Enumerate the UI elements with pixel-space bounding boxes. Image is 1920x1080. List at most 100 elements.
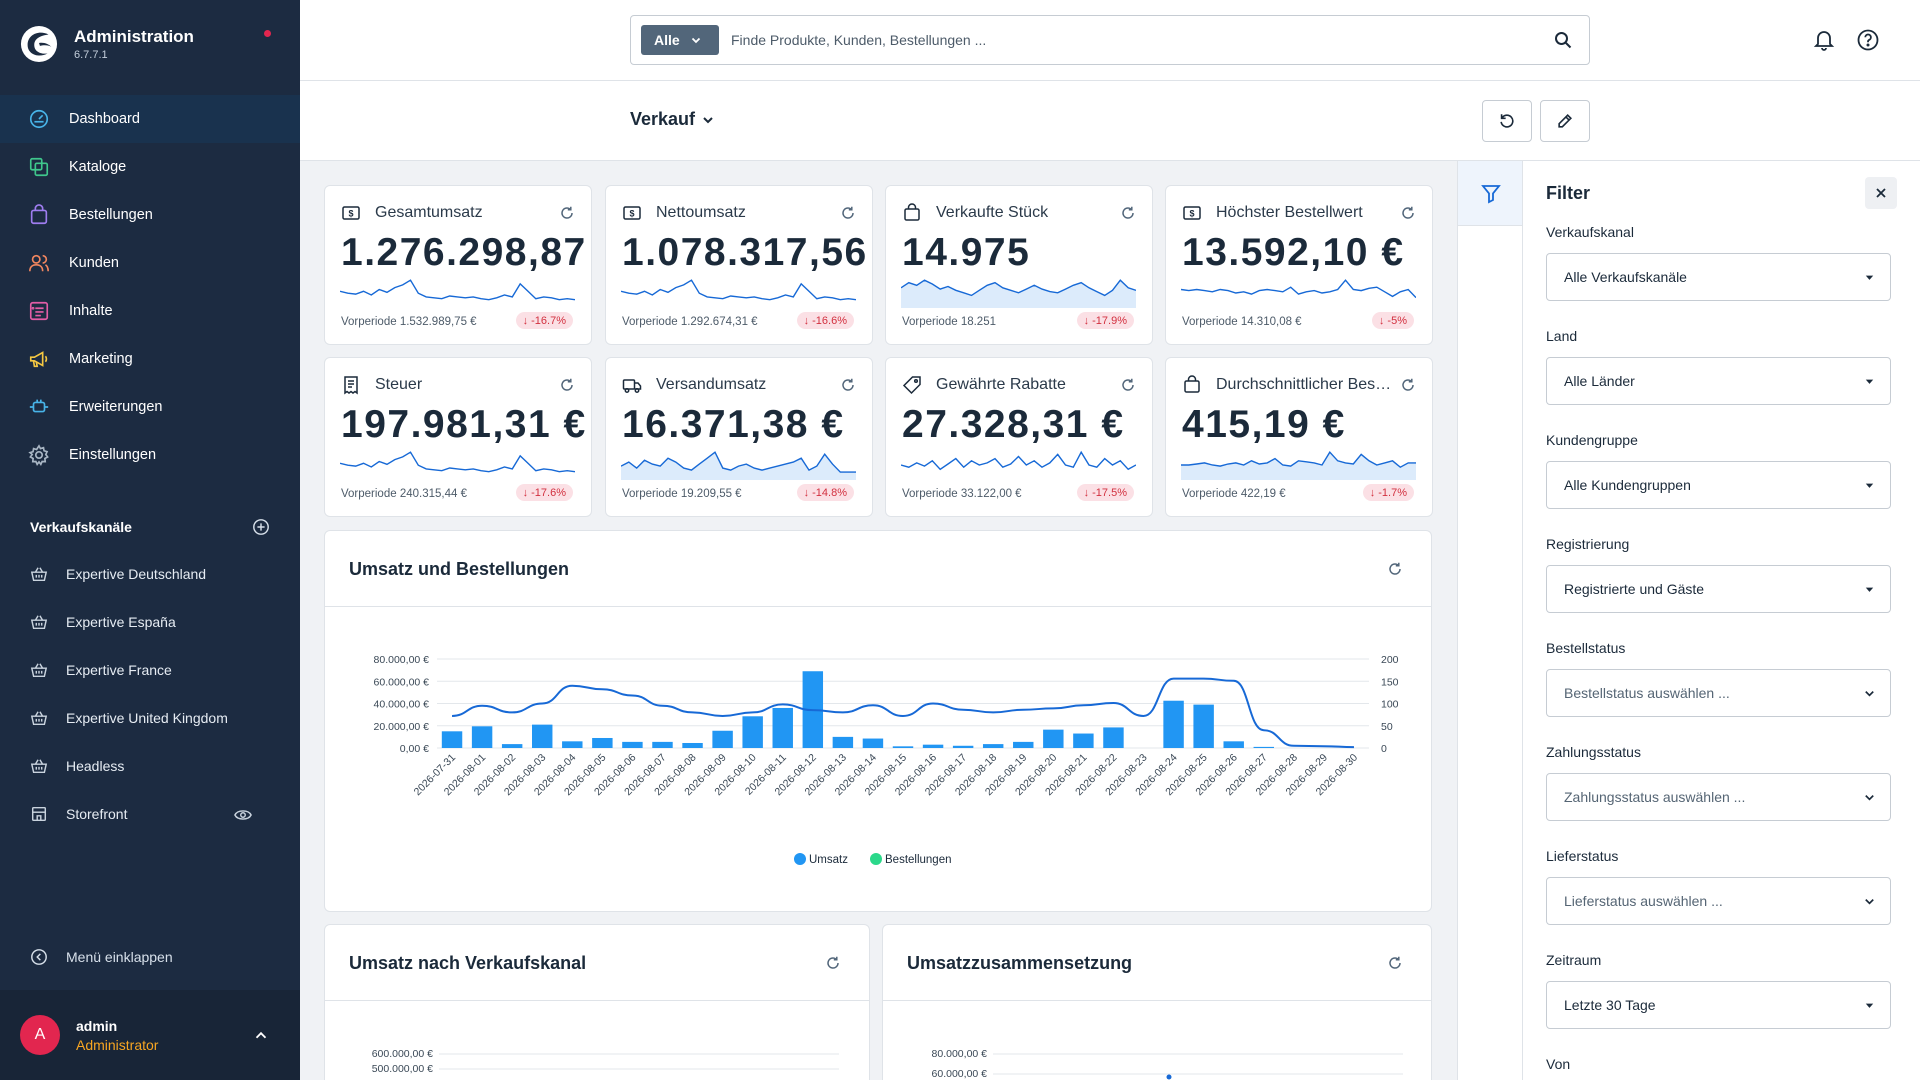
filter-select[interactable]: Alle Verkaufskanäle <box>1546 253 1891 301</box>
card-header: Umsatz und Bestellungen <box>325 531 1431 607</box>
refresh-icon[interactable] <box>840 205 856 221</box>
search-input[interactable] <box>731 24 1531 56</box>
refresh-icon[interactable] <box>1387 561 1403 577</box>
channel-item-expertive-espana[interactable]: Expertive España <box>0 598 300 646</box>
nav-item-marketing[interactable]: Marketing <box>0 335 300 383</box>
kpi-card: Verkaufte Stück 14.975 Vorperiode 18.251 ↓ … <box>885 185 1153 345</box>
y-tick-label: 60.000,00 € <box>932 1068 988 1080</box>
nav-item-einstellungen[interactable]: Einstellungen <box>0 431 300 479</box>
caret-down-icon <box>1865 379 1874 384</box>
nav-item-inhalte[interactable]: Inhalte <box>0 287 300 335</box>
nav-item-bestellungen[interactable]: Bestellungen <box>0 191 300 239</box>
nav-item-kataloge[interactable]: Kataloge <box>0 143 300 191</box>
refresh-icon[interactable] <box>559 205 575 221</box>
y-left-tick-label: 20.000,00 € <box>374 721 430 733</box>
filter-select[interactable]: Alle Kundengruppen <box>1546 461 1891 509</box>
nav-item-label: Erweiterungen <box>69 399 163 415</box>
search-scope-button[interactable]: Alle <box>641 25 719 55</box>
kpi-value: 415,19 € <box>1182 403 1346 446</box>
orders-line <box>451 677 1354 749</box>
caret-down-icon <box>1865 587 1874 592</box>
channels-heading-label: Verkaufskanäle <box>30 519 132 535</box>
filter-label: Bestellstatus <box>1546 640 1626 656</box>
nav-item-dashboard[interactable]: Dashboard <box>0 95 300 143</box>
bar <box>1193 704 1214 748</box>
bar <box>1043 729 1064 748</box>
chevron-down-icon <box>703 116 713 123</box>
bar <box>532 724 553 748</box>
bar <box>922 744 944 748</box>
kpi-previous-period: Vorperiode 422,19 € <box>1182 488 1286 500</box>
refresh-icon[interactable] <box>559 377 575 393</box>
chevron-left-circle-icon <box>31 949 47 965</box>
sparkline-line <box>621 279 856 301</box>
bar <box>652 741 673 748</box>
kpi-value: 14.975 <box>902 231 1031 274</box>
basket-icon <box>30 759 48 774</box>
user-menu[interactable]: A admin Administrator <box>0 990 300 1080</box>
channel-item-label: Storefront <box>66 806 128 822</box>
nav-item-kunden[interactable]: Kunden <box>0 239 300 287</box>
bar <box>1013 741 1034 748</box>
svg-text:$: $ <box>348 209 353 219</box>
nav-item-erweiterungen[interactable]: Erweiterungen <box>0 383 300 431</box>
edit-button[interactable] <box>1540 100 1590 142</box>
filter-select[interactable]: Bestellstatus auswählen ... <box>1546 669 1891 717</box>
filter-select-value: Alle Länder <box>1564 373 1635 389</box>
refresh-icon[interactable] <box>1387 955 1403 971</box>
nav-item-label: Einstellungen <box>69 447 157 463</box>
channel-item-headless[interactable]: Headless <box>0 742 300 790</box>
help-icon[interactable] <box>1856 28 1880 52</box>
bar <box>1223 741 1244 748</box>
kpi-header: $ Höchster Bestellwert <box>1182 202 1416 224</box>
search-icon[interactable] <box>1553 30 1573 50</box>
channel-item-expertive-france[interactable]: Expertive France <box>0 646 300 694</box>
filter-select[interactable]: Alle Länder <box>1546 357 1891 405</box>
refresh-icon[interactable] <box>840 377 856 393</box>
plug-icon <box>29 399 49 413</box>
bar <box>592 737 613 748</box>
close-filter-button[interactable] <box>1865 177 1897 209</box>
chevron-up-icon[interactable] <box>252 1026 270 1044</box>
kpi-trend-badge: ↓ -17.6% <box>515 484 573 501</box>
filter-select-value: Alle Verkaufskanäle <box>1564 269 1687 285</box>
filter-select[interactable]: Zahlungsstatus auswählen ... <box>1546 773 1891 821</box>
add-channel-icon[interactable] <box>252 518 270 536</box>
kpi-previous-period: Vorperiode 18.251 <box>902 316 996 328</box>
bar <box>1073 733 1094 748</box>
brand[interactable]: Administration 6.7.7.1 <box>20 22 194 66</box>
filter-title: Filter <box>1546 183 1591 203</box>
filter-select[interactable]: Letzte 30 Tage <box>1546 981 1891 1029</box>
channel-item-expertive-united-kingdom[interactable]: Expertive United Kingdom <box>0 694 300 742</box>
bell-icon[interactable] <box>1812 28 1836 52</box>
filter-select[interactable]: Registrierte und Gäste <box>1546 565 1891 613</box>
filter-select[interactable]: Lieferstatus auswählen ... <box>1546 877 1891 925</box>
refresh-icon[interactable] <box>1120 205 1136 221</box>
kpi-trend-badge: ↓ -1.7% <box>1362 484 1414 501</box>
main-nav: Dashboard Kataloge Bestellungen Kunden I… <box>0 95 300 479</box>
dashboard-selector[interactable]: Verkauf <box>630 109 715 130</box>
refresh-icon[interactable] <box>825 955 841 971</box>
bar <box>471 726 493 748</box>
card-title: Umsatz und Bestellungen <box>349 559 570 579</box>
filter-toggle-button[interactable] <box>1458 161 1523 226</box>
collapse-menu-button[interactable]: Menü einklappen <box>30 948 173 966</box>
bar <box>622 741 643 748</box>
reset-button[interactable] <box>1482 100 1532 142</box>
kpi-title: Steuer <box>375 376 423 393</box>
revenue-by-channel-chart: 600.000,00 € 500.000,00 € <box>372 1048 839 1075</box>
eye-icon[interactable] <box>234 806 252 824</box>
refresh-icon[interactable] <box>1120 377 1136 393</box>
refresh-icon[interactable] <box>1400 205 1416 221</box>
basket-icon <box>30 567 48 582</box>
filter-group: Land Alle Länder <box>1546 328 1891 405</box>
kpi-value: 1.276.298,87 € <box>341 231 591 274</box>
funnel-icon <box>1480 185 1501 204</box>
refresh-icon[interactable] <box>1400 377 1416 393</box>
page-toolbar: Verkauf <box>300 81 1920 161</box>
data-point <box>1166 1074 1172 1080</box>
channel-item-storefront[interactable]: Storefront <box>0 790 300 838</box>
megaphone-icon <box>29 351 48 368</box>
filter-label: Verkaufskanal <box>1546 224 1634 240</box>
channel-item-expertive-deutschland[interactable]: Expertive Deutschland <box>0 550 300 598</box>
